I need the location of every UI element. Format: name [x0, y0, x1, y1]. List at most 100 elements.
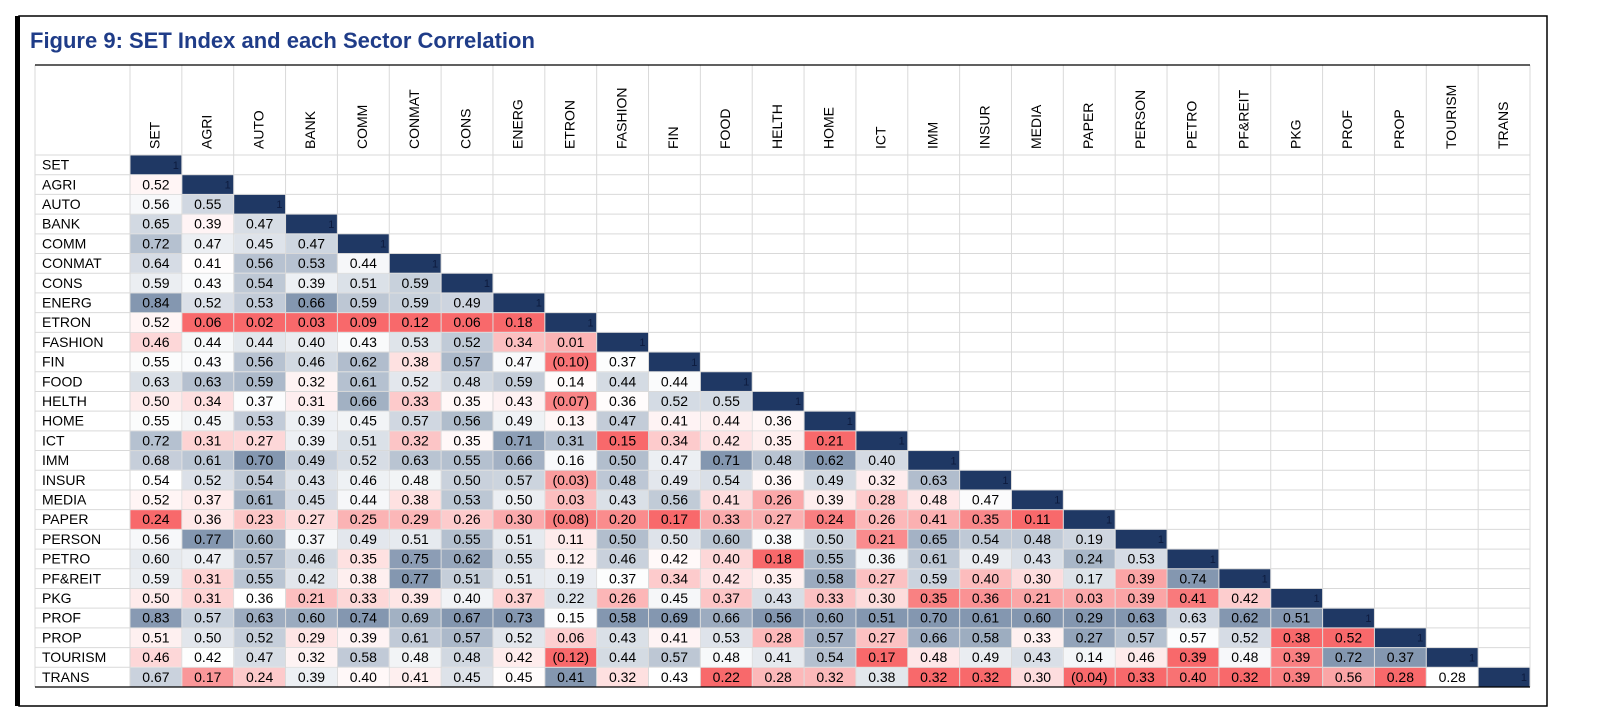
heat-cell [286, 608, 337, 628]
column-label: BANK [302, 110, 318, 149]
cell-label: 0.63 [1179, 610, 1206, 626]
heat-cell [1271, 667, 1323, 687]
heat-cell [597, 490, 649, 510]
cell-label: 0.83 [142, 610, 169, 626]
cell-label: 0.51 [1283, 610, 1310, 626]
heat-cell [752, 608, 804, 628]
heat-cell [700, 588, 752, 608]
row-label: SET [42, 157, 70, 173]
heat-cell [597, 667, 649, 687]
heat-cell [286, 529, 337, 549]
cell-label: 0.43 [765, 590, 792, 606]
cell-label: 0.66 [713, 610, 740, 626]
cell-label: 0.37 [609, 354, 636, 370]
cell-label: 0.32 [402, 432, 429, 448]
heat-cell [545, 470, 597, 490]
heat-cell [545, 628, 597, 648]
cell-label: 0.45 [350, 413, 377, 429]
cell-label: 1 [1002, 475, 1008, 487]
cell-label: 0.46 [298, 551, 325, 567]
column-label: SET [147, 121, 163, 149]
heat-cell [1167, 628, 1219, 648]
heat-cell [597, 628, 649, 648]
heat-cell [234, 352, 286, 372]
heat-cell [1063, 510, 1115, 529]
heat-cell [493, 608, 545, 628]
heat-cell [286, 273, 337, 293]
cell-label: 0.61 [350, 373, 377, 389]
heat-cell [389, 529, 441, 549]
cell-label: 0.32 [609, 669, 636, 685]
cell-label: 0.31 [194, 570, 221, 586]
heat-cell [700, 372, 752, 391]
heat-cell [286, 352, 337, 372]
cell-label: 0.60 [816, 610, 843, 626]
heat-cell [752, 648, 804, 667]
cell-label: 0.56 [453, 413, 480, 429]
cell-label: 0.26 [609, 590, 636, 606]
cell-label: 0.32 [920, 669, 947, 685]
column-label: TOURISM [1443, 85, 1459, 149]
heat-cell [856, 549, 908, 569]
cell-label: 0.19 [557, 570, 584, 586]
cell-label: 0.28 [765, 669, 792, 685]
cell-label: 1 [328, 219, 334, 231]
cell-label: 0.47 [194, 235, 221, 251]
heat-cell [286, 490, 337, 510]
heat-cell [1219, 667, 1271, 687]
cell-label: 0.55 [142, 413, 169, 429]
heat-cell [649, 372, 700, 391]
cell-label: 0.48 [713, 649, 740, 665]
cell-label: 0.36 [765, 472, 792, 488]
heat-cell [700, 569, 752, 588]
cell-label: 1 [639, 337, 645, 349]
cell-label: 0.56 [246, 354, 273, 370]
heat-cell [856, 451, 908, 470]
cell-label: 0.26 [453, 511, 480, 527]
cell-label: 0.47 [609, 413, 636, 429]
cell-label: 1 [536, 298, 542, 310]
column-label: MEDIA [1028, 104, 1044, 149]
heat-cell [337, 411, 389, 431]
column-label: ETRON [561, 100, 577, 149]
cell-label: 0.33 [1024, 629, 1051, 645]
cell-label: 0.62 [350, 354, 377, 370]
heat-cell [908, 667, 960, 687]
cell-label: 0.44 [350, 255, 377, 271]
row-label: MEDIA [42, 492, 87, 508]
cell-label: 0.48 [402, 472, 429, 488]
heat-cell [337, 431, 389, 451]
cell-label: 0.29 [298, 629, 325, 645]
cell-label: 0.54 [713, 472, 740, 488]
heat-cell [700, 648, 752, 667]
heat-cell [389, 549, 441, 569]
heat-cell [337, 470, 389, 490]
heat-cell [545, 549, 597, 569]
heat-cell [545, 332, 597, 352]
heat-cell [649, 490, 700, 510]
cell-label: 0.47 [298, 235, 325, 251]
cell-label: 0.32 [816, 669, 843, 685]
cell-label: 0.54 [816, 649, 843, 665]
cell-label: 0.61 [246, 492, 273, 508]
cell-label: 0.33 [816, 590, 843, 606]
cell-label: 0.41 [661, 629, 688, 645]
heat-cell [545, 372, 597, 391]
cell-label: 0.60 [246, 531, 273, 547]
cell-label: 0.40 [1179, 669, 1206, 685]
heat-cell [493, 352, 545, 372]
row-label: BANK [42, 216, 81, 232]
heat-cell [597, 529, 649, 549]
cell-label: 0.63 [142, 373, 169, 389]
heat-cell [182, 588, 234, 608]
heat-cell [1063, 628, 1115, 648]
heat-cell [1011, 510, 1063, 529]
heat-cell [649, 648, 700, 667]
column-label: CONMAT [406, 89, 422, 149]
cell-label: 0.48 [765, 452, 792, 468]
heat-cell [856, 510, 908, 529]
cell-label: 0.06 [194, 314, 221, 330]
cell-label: 0.52 [194, 472, 221, 488]
heat-cell [1167, 569, 1219, 588]
cell-label: 0.43 [505, 393, 532, 409]
